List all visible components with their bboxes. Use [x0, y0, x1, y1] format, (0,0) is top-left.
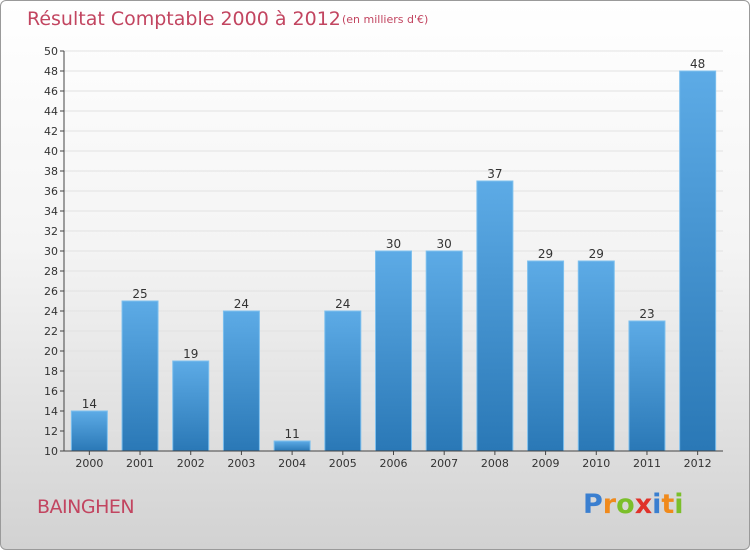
y-tick-label: 10 — [44, 445, 58, 458]
logo-letter: i — [674, 489, 684, 520]
bar-value-label: 30 — [386, 237, 401, 251]
bar-value-label: 14 — [82, 397, 97, 411]
y-tick-label: 14 — [44, 405, 58, 418]
y-tick-label: 20 — [44, 345, 58, 358]
bar-value-label: 48 — [690, 57, 705, 71]
x-tick-label: 2001 — [126, 457, 154, 470]
x-tick-label: 2010 — [582, 457, 610, 470]
bars: 14 25 19 24 11 24 30 30 37 29 29 23 48 — [70, 57, 717, 452]
bar-value-label: 11 — [284, 427, 299, 441]
bar — [222, 310, 260, 452]
bar-value-label: 25 — [132, 287, 147, 301]
chart-subtitle: (en milliers d'€) — [342, 13, 429, 26]
bar-value-label: 37 — [487, 167, 502, 181]
y-tick-label: 34 — [44, 205, 58, 218]
y-tick-label: 22 — [44, 325, 58, 338]
x-tick-label: 2000 — [75, 457, 103, 470]
y-tick-label: 24 — [44, 305, 58, 318]
bar-value-label: 29 — [538, 247, 553, 261]
x-tick-label: 2007 — [430, 457, 458, 470]
x-tick-label: 2009 — [532, 457, 560, 470]
y-tick-label: 48 — [44, 65, 58, 78]
y-tick-label: 28 — [44, 265, 58, 278]
x-tick-label: 2003 — [227, 457, 255, 470]
y-tick-label: 30 — [44, 245, 58, 258]
y-tick-label: 46 — [44, 85, 58, 98]
y-tick-label: 16 — [44, 385, 58, 398]
y-tick-label: 18 — [44, 365, 58, 378]
y-tick-label: 36 — [44, 185, 58, 198]
x-tick-label: 2005 — [329, 457, 357, 470]
x-tick-label: 2008 — [481, 457, 509, 470]
chart-title: Résultat Comptable 2000 à 2012 — [27, 8, 341, 30]
city-name: BAINGHEN — [37, 496, 135, 518]
logo-letter: x — [634, 489, 653, 520]
proxiti-logo[interactable]: Proxiti — [583, 489, 684, 520]
bar-value-label: 30 — [437, 237, 452, 251]
logo-letter: P — [583, 489, 603, 520]
bar-value-label: 24 — [335, 297, 350, 311]
bar — [577, 260, 615, 452]
bar-value-label: 29 — [589, 247, 604, 261]
axes: 10 12 14 16 18 20 22 24 26 28 30 32 34 36 38 40 42 44 46 48… — [44, 45, 723, 470]
y-tick-label: 42 — [44, 125, 58, 138]
x-tick-label: 2011 — [633, 457, 661, 470]
y-tick-label: 38 — [44, 165, 58, 178]
x-tick-label: 2012 — [684, 457, 712, 470]
logo-letter: o — [616, 489, 635, 520]
logo-letter: r — [602, 489, 617, 520]
bar — [628, 320, 666, 452]
bar-value-label: 23 — [639, 307, 654, 321]
y-tick-label: 40 — [44, 145, 58, 158]
bar — [172, 360, 210, 452]
y-tick-label: 44 — [44, 105, 58, 118]
x-tick-label: 2004 — [278, 457, 306, 470]
bar-value-label: 24 — [234, 297, 249, 311]
bar — [121, 300, 159, 452]
bar — [476, 180, 514, 452]
bar — [70, 410, 108, 452]
bar — [273, 440, 311, 452]
y-tick-label: 50 — [44, 45, 58, 58]
y-tick-label: 26 — [44, 285, 58, 298]
y-tick-label: 32 — [44, 225, 58, 238]
bar — [527, 260, 565, 452]
logo-letter: i — [652, 489, 662, 520]
bar-value-label: 19 — [183, 347, 198, 361]
x-tick-label: 2002 — [177, 457, 205, 470]
y-tick-label: 12 — [44, 425, 58, 438]
bar — [324, 310, 362, 452]
bar — [679, 70, 717, 452]
logo-letter: t — [661, 489, 675, 520]
x-tick-label: 2006 — [380, 457, 408, 470]
bar — [375, 250, 412, 452]
bar — [425, 250, 463, 452]
